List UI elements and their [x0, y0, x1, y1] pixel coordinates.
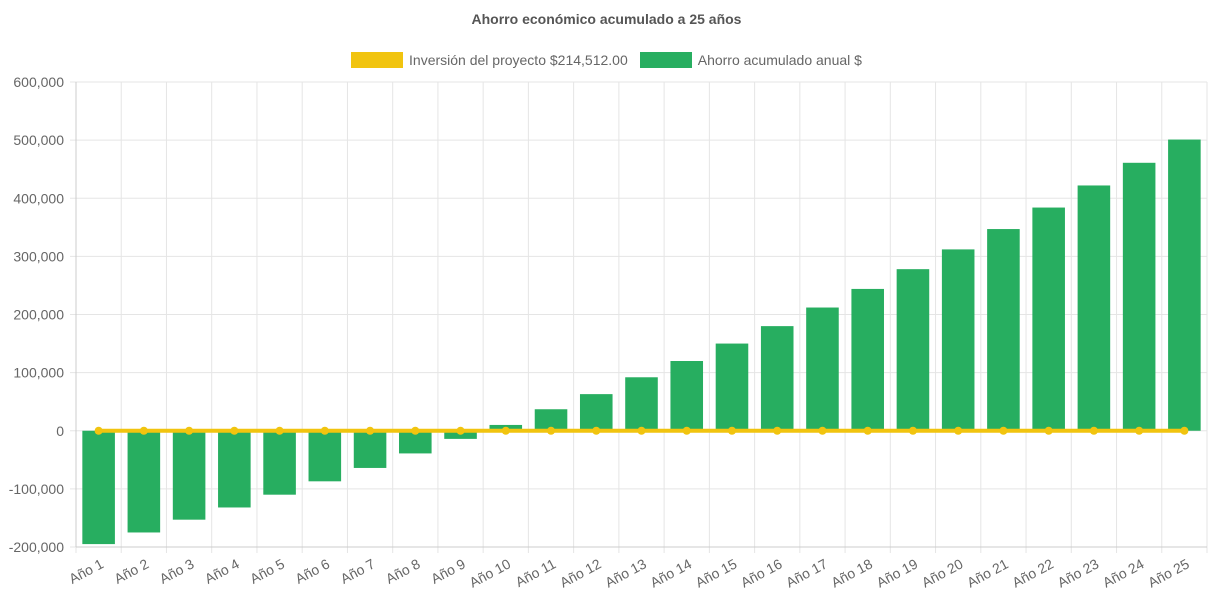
- bar: [806, 307, 839, 431]
- investment-point: [1135, 426, 1144, 435]
- bar: [444, 430, 477, 439]
- bar: [987, 229, 1020, 431]
- x-tick-label: Año 14: [647, 555, 694, 590]
- investment-point: [411, 426, 420, 435]
- investment-point: [727, 426, 736, 435]
- y-tick-label: 400,000: [13, 190, 64, 206]
- bar: [82, 430, 115, 545]
- bar: [308, 430, 342, 482]
- investment-point: [999, 426, 1008, 435]
- x-tick-label: Año 8: [383, 555, 423, 586]
- legend-swatch-savings: [639, 52, 692, 68]
- y-tick-label: 0: [56, 423, 64, 439]
- x-tick-label: Año 23: [1055, 555, 1102, 590]
- x-tick-label: Año 18: [828, 555, 875, 590]
- bar: [579, 394, 613, 431]
- bar: [1032, 207, 1065, 431]
- bar: [399, 430, 432, 454]
- legend-label-investment: Inversión del proyecto $214,512.00: [409, 52, 628, 68]
- y-tick-label: 300,000: [13, 248, 64, 264]
- chart-title: Ahorro económico acumulado a 25 años: [471, 11, 742, 27]
- investment-point: [637, 426, 646, 435]
- x-tick-label: Año 16: [738, 555, 785, 590]
- x-tick-label: Año 1: [66, 555, 106, 586]
- investment-point: [320, 426, 329, 435]
- investment-point: [773, 426, 782, 435]
- x-tick-label: Año 19: [874, 555, 921, 590]
- bar: [851, 288, 884, 431]
- legend: Inversión del proyecto $214,512.00 Ahorr…: [0, 52, 1213, 68]
- investment-point: [863, 426, 872, 435]
- x-tick-label: Año 6: [292, 555, 332, 586]
- y-tick-label: -200,000: [9, 539, 64, 555]
- bar: [263, 430, 296, 495]
- x-tick-label: Año 21: [964, 555, 1011, 590]
- y-tick-label: 600,000: [13, 74, 64, 90]
- x-tick-label: Año 4: [202, 555, 242, 586]
- y-tick-label: 200,000: [13, 307, 64, 323]
- investment-point: [185, 426, 194, 435]
- y-tick-label: 500,000: [13, 132, 64, 148]
- bar: [1168, 139, 1201, 431]
- x-tick-label: Año 9: [428, 555, 468, 586]
- investment-point: [501, 426, 510, 435]
- investment-point: [456, 426, 465, 435]
- investment-point: [275, 426, 284, 435]
- investment-point: [366, 426, 375, 435]
- x-tick-label: Año 13: [602, 555, 649, 590]
- x-tick-label: Año 15: [693, 555, 740, 590]
- bar: [625, 377, 658, 431]
- x-tick-label: Año 10: [466, 555, 513, 590]
- investment-point: [230, 426, 239, 435]
- x-tick-label: Año 24: [1100, 555, 1147, 590]
- x-tick-label: Año 3: [157, 555, 197, 586]
- legend-swatch-investment: [351, 52, 404, 68]
- x-tick-label: Año 7: [338, 555, 378, 586]
- x-tick-label: Año 22: [1009, 555, 1056, 590]
- bar: [896, 269, 930, 431]
- investment-point: [547, 426, 556, 435]
- x-tick-label: Año 5: [247, 555, 287, 586]
- bar: [172, 430, 206, 520]
- bar: [127, 430, 161, 533]
- legend-item-investment[interactable]: Inversión del proyecto $214,512.00: [351, 52, 628, 68]
- x-tick-label: Año 12: [557, 555, 604, 590]
- bar: [760, 326, 794, 431]
- investment-point: [908, 426, 917, 435]
- y-tick-label: -100,000: [9, 481, 64, 497]
- bar: [1122, 162, 1156, 431]
- x-tick-label: Año 11: [513, 555, 559, 590]
- x-tick-label: Año 25: [1145, 555, 1192, 590]
- bar: [1077, 185, 1111, 431]
- x-tick-label: Año 17: [783, 555, 830, 590]
- investment-point: [954, 426, 963, 435]
- investment-point: [592, 426, 601, 435]
- x-tick-label: Año 20: [919, 555, 966, 590]
- investment-point: [1180, 426, 1189, 435]
- bar: [670, 361, 704, 431]
- bar: [534, 409, 568, 431]
- y-tick-label: 100,000: [13, 365, 64, 381]
- investment-point: [682, 426, 691, 435]
- legend-label-savings: Ahorro acumulado anual $: [697, 52, 862, 68]
- bar: [353, 430, 387, 468]
- investment-point: [94, 426, 103, 435]
- x-tick-label: Año 2: [111, 555, 151, 586]
- bar: [941, 249, 975, 431]
- investment-point: [139, 426, 148, 435]
- investment-point: [1089, 426, 1098, 435]
- bar: [218, 430, 251, 508]
- investment-point: [818, 426, 827, 435]
- legend-item-savings[interactable]: Ahorro acumulado anual $: [639, 52, 862, 68]
- investment-point: [1044, 426, 1053, 435]
- bar: [715, 343, 749, 431]
